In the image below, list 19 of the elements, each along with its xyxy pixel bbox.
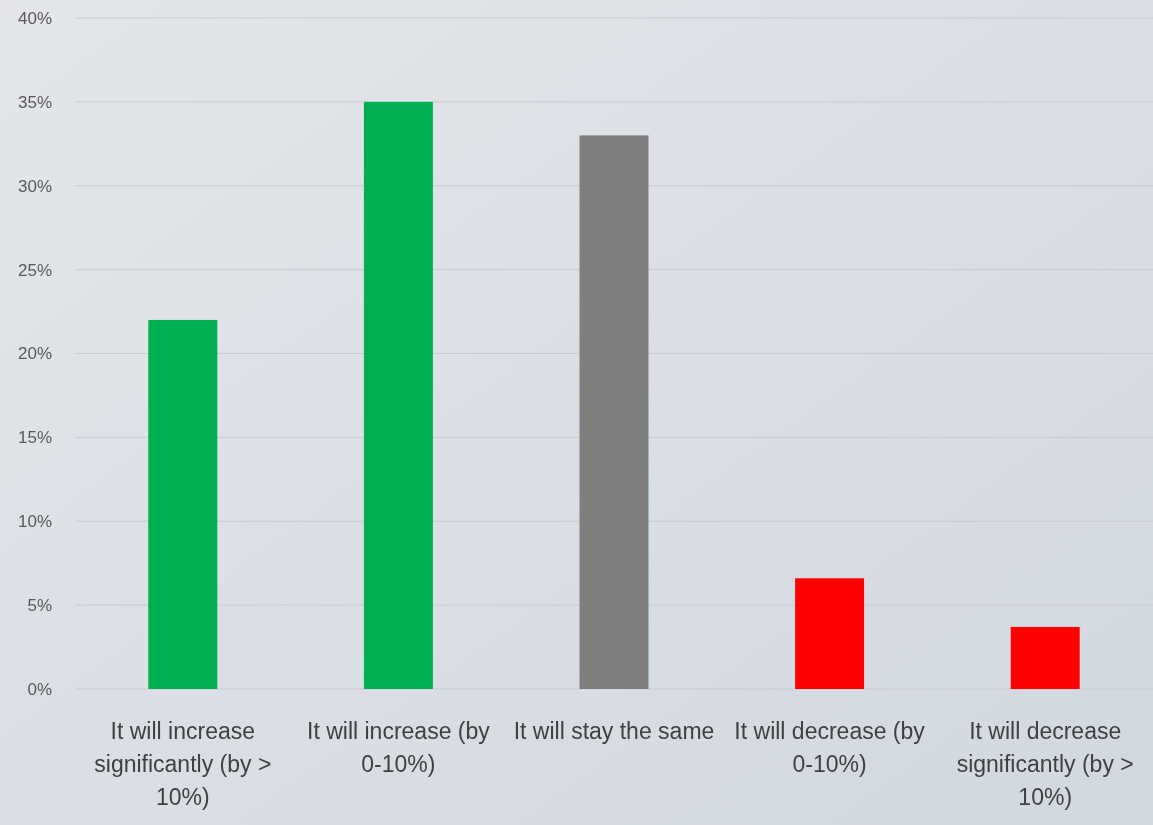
bar: [795, 578, 865, 689]
x-tick-label: It will decrease significantly (by > 10%): [956, 718, 1134, 810]
y-tick-label: 15%: [17, 428, 52, 448]
x-tick-label: It will increase (by 0-10%): [307, 718, 491, 777]
y-tick-label: 35%: [17, 92, 52, 112]
x-tick-label: It will stay the same: [513, 718, 715, 744]
bar: [579, 135, 649, 689]
x-tick-label: It will increase significantly (by > 10%): [94, 718, 272, 810]
y-tick-label: 20%: [17, 344, 52, 364]
bar: [148, 319, 218, 689]
bar: [363, 101, 433, 689]
y-tick-label: 0%: [27, 679, 52, 699]
y-tick-label: 5%: [27, 596, 52, 616]
x-tick-label: It will decrease (by 0-10%): [734, 718, 926, 777]
y-tick-label: 30%: [17, 176, 52, 196]
y-tick-label: 25%: [17, 260, 52, 280]
bar: [1010, 626, 1080, 689]
y-tick-label: 40%: [17, 8, 52, 28]
y-tick-label: 10%: [17, 512, 52, 532]
